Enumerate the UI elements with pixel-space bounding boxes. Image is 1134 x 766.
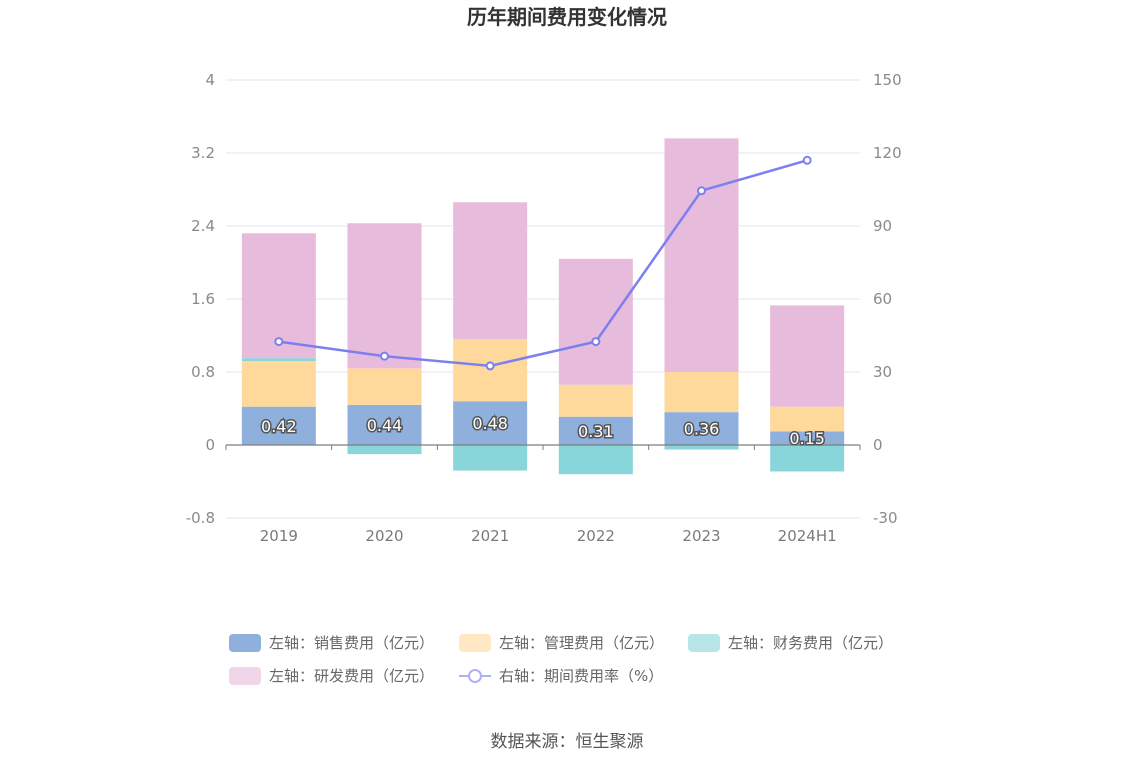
chart-title: 历年期间费用变化情况 [467, 5, 667, 29]
legend-label: 左轴：研发费用（亿元） [269, 667, 434, 685]
left-axis-tick-label: 3.2 [191, 144, 215, 162]
sales-data-label: 0.42 [261, 417, 297, 436]
x-axis-tick-label: 2023 [682, 527, 720, 545]
bar-segment [453, 401, 528, 445]
bar-segment [770, 445, 845, 472]
legend-swatch [229, 634, 261, 652]
bar-segment [558, 258, 633, 385]
bar-segment [770, 406, 845, 432]
legend-label: 左轴：财务费用（亿元） [728, 634, 893, 652]
right-axis-tick-label: 60 [873, 290, 892, 308]
bar-segment [453, 202, 528, 340]
right-axis-tick-label: 90 [873, 217, 892, 235]
x-axis-tick-label: 2022 [577, 527, 615, 545]
legend-label: 右轴：期间费用率（%） [499, 667, 663, 685]
right-axis-tick-label: 120 [873, 144, 902, 162]
right-axis-tick-label: 30 [873, 363, 892, 381]
sales-data-label: 0.36 [684, 420, 720, 439]
left-axis-tick-label: 2.4 [191, 217, 215, 235]
bar-segment [241, 358, 316, 362]
x-axis-tick-label: 2021 [471, 527, 509, 545]
bar-segment [347, 368, 422, 405]
bar-segment [558, 416, 633, 445]
right-axis-tick-label: -30 [873, 509, 898, 527]
left-axis-tick-label: 0 [205, 436, 215, 454]
x-axis-tick-label: 2019 [260, 527, 298, 545]
legend-line-marker [468, 669, 482, 683]
expense-ratio-point [591, 337, 601, 347]
left-axis-tick-label: 0.8 [191, 363, 215, 381]
bars [241, 138, 845, 475]
legend-swatch [688, 634, 720, 652]
expense-ratio-point [274, 337, 284, 347]
sales-data-label: 0.31 [578, 422, 614, 441]
bar-segment [770, 305, 845, 407]
bar-segment [347, 223, 422, 369]
gridlines [226, 79, 860, 519]
expense-ratio-point [485, 361, 495, 371]
line-series [274, 155, 812, 371]
legend: 左轴：销售费用（亿元） 左轴：管理费用（亿元） 左轴：财务费用（亿元） 左轴：研发费用… [229, 634, 893, 685]
left-axis-tick-label: 1.6 [191, 290, 215, 308]
bar-segment [558, 445, 633, 475]
expense-ratio-line [278, 159, 808, 368]
expense-ratio-point [697, 186, 706, 196]
bar-segment [241, 361, 316, 407]
left-axis-tick-label: -0.8 [186, 509, 215, 527]
sales-data-label: 0.44 [367, 416, 403, 435]
bar-segment [241, 406, 316, 445]
x-axis-ticks: 2019 2020 2021 2022 2023 2024H1 [260, 527, 837, 545]
right-axis-ticks: 150 120 90 60 30 0 -30 [873, 71, 902, 527]
legend-swatch [229, 667, 261, 685]
right-axis-tick-label: 150 [873, 71, 902, 89]
x-axis-tick-label: 2020 [365, 527, 403, 545]
bar-segment [347, 445, 422, 455]
expense-ratio-point [380, 351, 389, 361]
legend-label: 左轴：销售费用（亿元） [269, 634, 434, 652]
bar-segment [347, 404, 422, 445]
left-axis-ticks: 4 3.2 2.4 1.6 0.8 0 -0.8 [186, 71, 215, 527]
data-labels: 0.42 0.44 0.48 0.31 0.36 0.15 [260, 413, 827, 450]
x-axis-tick-label: 2024H1 [778, 527, 837, 545]
bar-segment [664, 138, 739, 372]
bar-segment [770, 431, 845, 445]
bar-segment [664, 412, 739, 445]
expense-ratio-point [802, 155, 812, 165]
bar-segment [664, 372, 739, 413]
bar-segment [664, 445, 739, 450]
sales-data-label: 0.48 [472, 414, 508, 433]
bar-segment [558, 384, 633, 417]
zero-axis [225, 444, 861, 450]
source-text: 数据来源：恒生聚源 [491, 732, 644, 752]
legend-label: 左轴：管理费用（亿元） [499, 634, 664, 652]
legend-swatch [459, 634, 491, 652]
bar-segment [453, 445, 528, 471]
right-axis-tick-label: 0 [873, 436, 883, 454]
sales-data-label: 0.15 [789, 429, 825, 448]
left-axis-tick-label: 4 [205, 71, 215, 89]
